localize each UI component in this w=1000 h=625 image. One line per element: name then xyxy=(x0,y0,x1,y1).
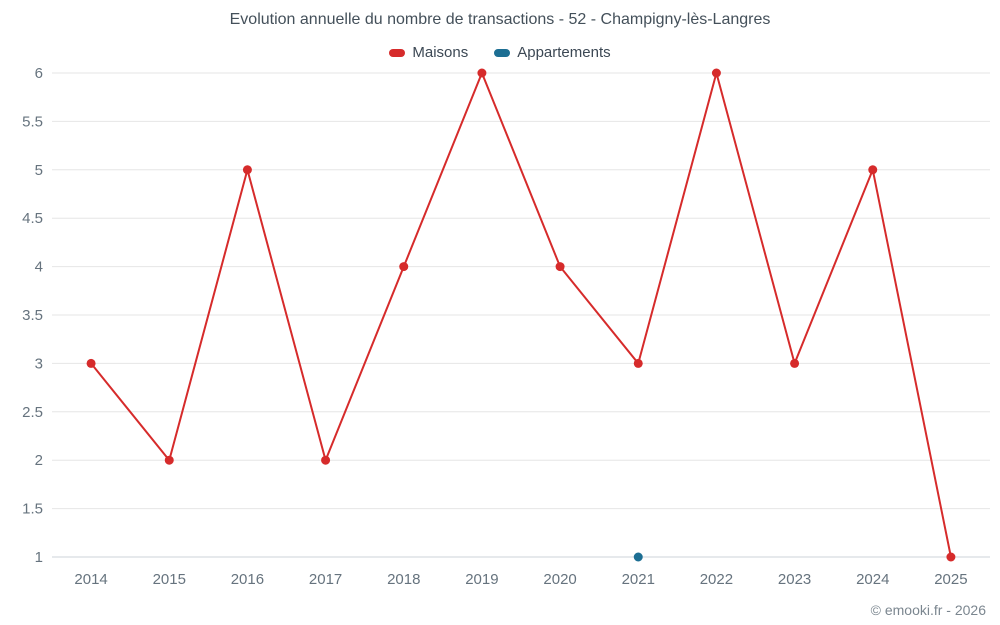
x-axis-label: 2023 xyxy=(778,571,811,588)
data-point-maisons[interactable] xyxy=(633,358,643,368)
data-point-maisons[interactable] xyxy=(477,68,487,78)
copyright-credits: © emooki.fr - 2026 xyxy=(870,602,986,618)
y-axis-label: 5 xyxy=(35,162,43,179)
data-point-maisons[interactable] xyxy=(399,262,409,272)
data-point-appartements[interactable] xyxy=(633,552,643,562)
legend-marker-appartements xyxy=(494,48,511,57)
y-axis-label: 3.5 xyxy=(22,307,43,324)
y-axis-label: 4 xyxy=(35,259,43,276)
series-line-maisons xyxy=(90,72,952,558)
data-point-maisons[interactable] xyxy=(164,455,174,465)
x-axis-label: 2024 xyxy=(856,571,889,588)
legend-label-appartements: Appartements xyxy=(517,44,611,61)
x-axis-label: 2014 xyxy=(74,571,107,588)
x-axis-label: 2015 xyxy=(153,571,186,588)
data-point-maisons[interactable] xyxy=(86,358,96,368)
data-point-maisons[interactable] xyxy=(790,358,800,368)
y-axis-label: 2 xyxy=(35,452,43,469)
y-axis-label: 5.5 xyxy=(22,113,43,130)
y-axis-label: 2.5 xyxy=(22,404,43,421)
y-axis-label: 6 xyxy=(35,65,43,82)
x-axis-label: 2022 xyxy=(700,571,733,588)
data-point-maisons[interactable] xyxy=(242,165,252,175)
x-axis-label: 2016 xyxy=(231,571,264,588)
x-axis-label: 2025 xyxy=(934,571,967,588)
data-point-maisons[interactable] xyxy=(711,68,721,78)
legend-label-maisons: Maisons xyxy=(412,44,469,61)
data-point-maisons[interactable] xyxy=(555,262,565,272)
x-axis-label: 2018 xyxy=(387,571,420,588)
x-axis-label: 2021 xyxy=(622,571,655,588)
x-axis-label: 2017 xyxy=(309,571,342,588)
data-point-maisons[interactable] xyxy=(946,552,956,562)
data-point-maisons[interactable] xyxy=(868,165,878,175)
legend-item-appartements[interactable]: Appartements xyxy=(494,44,611,61)
y-axis-label: 1.5 xyxy=(22,501,43,518)
chart-legend: Maisons Appartements xyxy=(0,44,1000,61)
y-axis-label: 1 xyxy=(35,549,43,566)
y-axis-label: 3 xyxy=(35,355,43,372)
legend-marker-maisons xyxy=(389,48,406,57)
data-point-maisons[interactable] xyxy=(321,455,331,465)
y-axis-label: 4.5 xyxy=(22,210,43,227)
chart-title: Evolution annuelle du nombre de transact… xyxy=(229,11,771,28)
x-axis-label: 2020 xyxy=(543,571,576,588)
legend-item-maisons[interactable]: Maisons xyxy=(389,44,468,61)
x-axis-label: 2019 xyxy=(465,571,498,588)
